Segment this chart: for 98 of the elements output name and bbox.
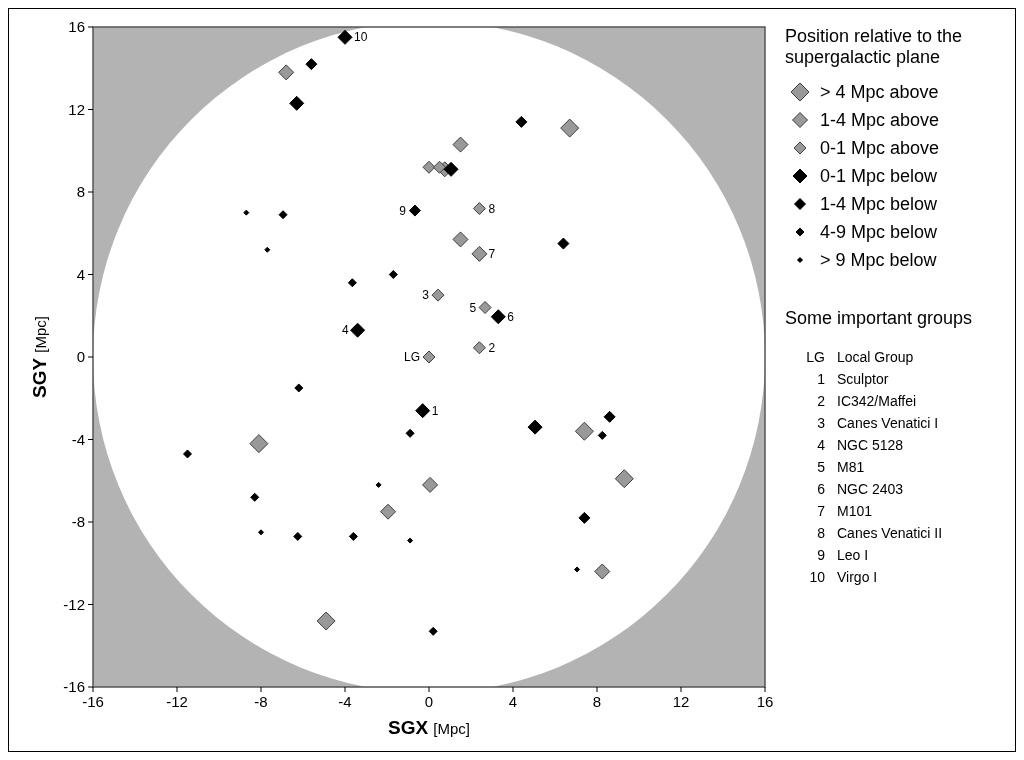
point [316,611,336,631]
annotation: 10 [354,30,368,45]
annotation: 4 [341,323,349,338]
legend-label: 4-9 Mpc below [820,222,939,242]
y-tick-label: 4 [76,265,85,283]
text: 2 IC342/Maffei [817,393,917,409]
point [574,566,581,573]
text: 8 Canes Venatici II [817,525,943,541]
y-tick-label: 16 [68,18,85,35]
annotation: 2 [488,340,496,355]
point [471,245,488,262]
point [472,341,486,355]
point [515,115,528,128]
point [294,383,304,393]
point [350,322,366,338]
text: LG Local Group [806,349,914,365]
legend-label: 0-1 Mpc above [820,138,940,158]
text: 3 Canes Venatici I [817,415,939,431]
point [183,449,192,459]
point [603,410,616,423]
y-tick-label: -16 [63,678,85,695]
annotation: 5 [469,300,477,315]
annotation: 9 [399,203,407,218]
point [408,204,421,217]
x-tick-label: -4 [338,693,352,710]
text: 4 NGC 5128 [817,437,904,453]
legend-label: 1-4 Mpc below [820,194,939,214]
legend-label: > 4 Mpc above [820,82,939,102]
point [578,511,591,524]
point [422,160,436,174]
x-tick-label: 12 [672,693,690,710]
point [560,118,580,138]
x-tick-label: -12 [166,693,188,710]
point [614,469,634,489]
point [278,64,295,81]
point [527,419,543,435]
legend-title: Position relative to the supergalactic plane [785,26,963,67]
text: Some important groups [785,308,973,328]
x-tick-label: -8 [254,693,268,710]
annotation: 1 [431,403,439,418]
point [443,161,459,177]
x-tick-label: 16 [756,693,774,710]
point [347,278,357,288]
point [264,246,271,253]
point [431,288,445,302]
point [594,563,611,580]
point [472,202,486,215]
point [405,428,415,438]
point [574,421,594,441]
y-tick-label: 12 [68,100,85,118]
x-axis-title: SGX [Mpc] [388,717,470,738]
point [428,626,438,636]
point [380,503,397,520]
annotation: 6 [507,309,515,324]
point [490,309,506,325]
point [452,136,469,153]
point [478,301,492,314]
point [452,231,469,248]
y-axis-title: SGY [Mpc] [29,316,50,398]
point [305,58,318,71]
point [250,492,260,502]
point [415,403,431,419]
point [422,476,439,493]
text: 5 M81 [817,459,865,475]
point [289,95,305,111]
annotation: 8 [488,201,496,216]
point [388,270,398,279]
y-tick-label: -4 [71,430,85,448]
text: 1 Sculptor [817,371,889,387]
annotation: LG [403,350,420,364]
x-tick-label: 8 [592,693,602,710]
text: 7 M101 [817,503,873,519]
x-tick-label: 0 [424,693,434,710]
point [337,29,353,45]
point [407,537,414,544]
legend-label: 0-1 Mpc below [820,166,939,186]
legend-label: > 9 Mpc below [820,250,938,270]
point [258,529,264,536]
y-tick-label: -12 [63,595,85,613]
point [597,430,607,440]
text: 9 Leo I [817,547,869,563]
legend-label: 1-4 Mpc above [820,110,940,130]
y-tick-label: -8 [71,513,85,530]
text: 6 NGC 2403 [817,481,904,497]
annotation: 3 [422,288,430,303]
point [348,531,358,541]
point [278,210,288,220]
annotation: 7 [488,246,496,261]
point [249,434,269,454]
y-tick-label: 8 [76,183,85,200]
text: 10 Virgo I [809,569,878,585]
point [375,481,382,488]
x-tick-label: 4 [508,693,518,710]
point [557,237,570,250]
point [433,160,446,174]
point [293,531,303,541]
point [243,209,250,216]
y-tick-label: 0 [76,348,85,365]
